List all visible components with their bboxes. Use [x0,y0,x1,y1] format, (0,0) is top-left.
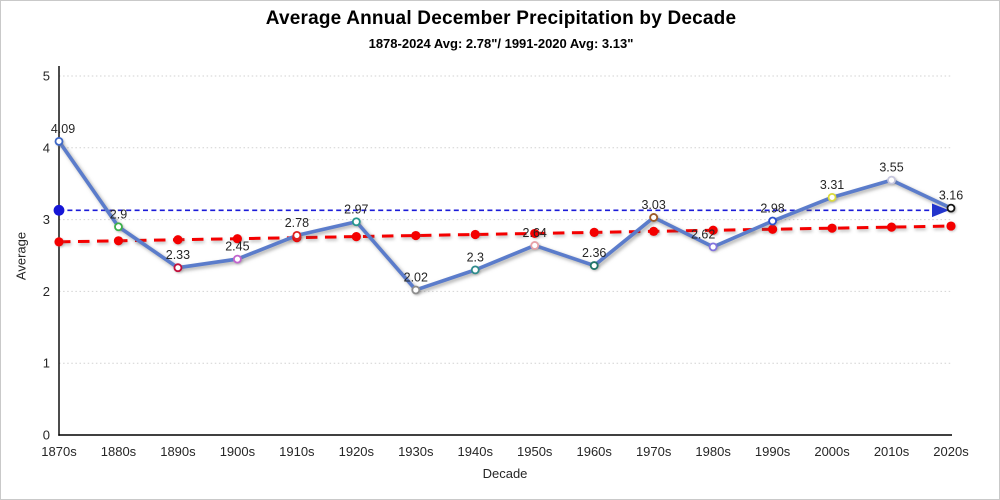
data-point-marker-1870s [54,136,64,146]
x-tick-label: 1980s [695,444,731,459]
x-tick-label: 1960s [576,444,612,459]
data-point-label: 2.64 [523,226,547,240]
data-point-marker-1940s [470,265,480,275]
x-tick-label: 1930s [398,444,434,459]
data-point-marker-1880s [114,222,123,232]
data-point-label: 2.97 [344,202,368,216]
x-tick-label: 1870s [41,444,77,459]
data-point-label: 2.62 [691,227,715,241]
data-point-label: 2.78 [285,216,309,230]
data-point-label: 3.03 [641,198,665,212]
y-tick-label: 1 [43,356,50,371]
x-tick-label: 1950s [517,444,553,459]
data-point-marker-1930s [411,285,421,295]
x-tick-label: 1900s [220,444,256,459]
x-tick-label: 1910s [279,444,315,459]
precipitation-series-line [57,139,953,292]
x-axis-title: Decade [482,466,528,481]
y-tick-label: 3 [43,212,50,227]
y-tick-label: 5 [43,69,50,84]
series-line-group [57,139,953,292]
trend-dot [351,231,361,242]
x-tick-label: 1880s [101,444,137,459]
y-tick-label: 2 [43,284,50,299]
data-point-marker-2000s [827,192,837,202]
x-tick-label: 1970s [636,444,672,459]
x-tick-label: 2020s [933,444,969,459]
data-point-label: 2.33 [166,248,190,262]
trend-dot [411,230,421,241]
x-tick-label: 1920s [339,444,375,459]
data-point-marker-1980s [708,242,718,252]
data-point-label: 3.16 [939,189,963,203]
trend-dot [708,225,718,235]
trend-dot [470,229,480,240]
data-point-marker-1950s [530,241,540,250]
chart-subtitle: 1878-2024 Avg: 2.78"/ 1991-2020 Avg: 3.1… [368,36,634,51]
y-tick-label: 0 [43,428,50,443]
trend-line [58,224,952,244]
y-tick-label: 4 [43,140,50,155]
trend-dot [232,234,242,244]
data-point-label: 2.3 [467,250,484,264]
reference-start-dot [53,204,65,216]
data-point-label: 4.09 [51,122,75,136]
trend-dot [946,221,956,231]
x-tick-label: 1990s [755,444,791,459]
arrow-right-icon [932,203,949,218]
trend-dot [54,237,64,247]
data-point-marker-1970s [649,213,659,222]
data-point-label: 3.31 [820,178,844,192]
data-point-label: 2.02 [404,270,428,284]
data-point-label: 2.45 [225,240,249,254]
data-point-label: 2.98 [760,202,784,216]
data-point-marker-1920s [351,217,361,227]
x-tick-label: 1940s [458,444,494,459]
trend-dot [886,222,897,232]
data-point-marker-2020s [946,203,956,213]
data-point-marker-1890s [173,263,183,273]
trend-dot [827,223,837,233]
data-point-label: 2.36 [582,246,606,260]
data-point-label: 3.55 [879,161,903,175]
data-point-marker-1960s [589,261,599,270]
trend-dot [768,224,778,234]
data-point-marker-2010s [887,175,896,185]
trend-dot [649,226,659,236]
trend-dot [173,235,183,245]
x-tick-label: 1890s [160,444,196,459]
trend-dot [530,228,540,239]
x-tick-label: 2010s [874,444,910,459]
data-point-marker-1990s [768,216,777,226]
x-tick-label: 2000s [814,444,850,459]
chart-title: Average Annual December Precipitation by… [265,8,737,29]
trend-dot [589,227,599,237]
trend-dot [113,236,124,246]
data-point-label: 2.9 [110,207,127,221]
trend-line-group [58,224,952,244]
data-point-marker-1910s [292,230,302,240]
data-point-marker-1900s [232,254,242,264]
markers-group [54,136,956,295]
